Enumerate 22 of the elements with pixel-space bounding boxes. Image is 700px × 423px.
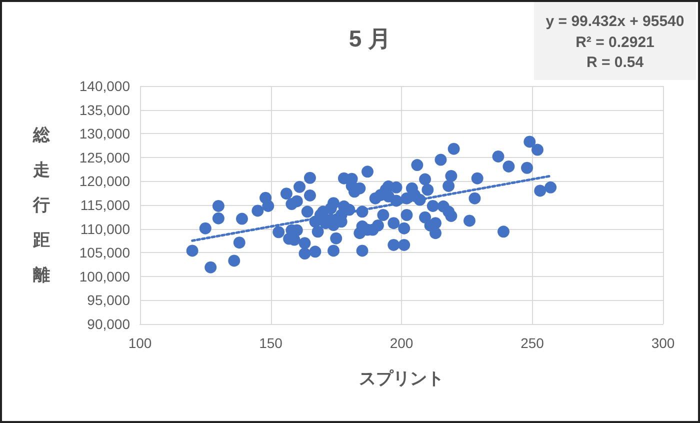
y-tick-label: 110,000 bbox=[80, 220, 130, 237]
y-axis-title: 総走行距離 bbox=[32, 126, 51, 284]
x-tick-label: 250 bbox=[520, 335, 544, 351]
text: R = 0.54 bbox=[585, 53, 645, 73]
x-tick-label: 200 bbox=[390, 335, 414, 351]
text: y = 99.432x + 95540 bbox=[544, 12, 686, 32]
y-tick-label: 95,000 bbox=[87, 292, 130, 308]
y-tick-label: 105,000 bbox=[79, 244, 130, 261]
y-tick-label: 100,000 bbox=[79, 268, 130, 284]
y-tick-label: 125,000 bbox=[79, 149, 130, 166]
x-tick-label: 150 bbox=[259, 335, 283, 351]
y-tick-label: 135,000 bbox=[79, 102, 130, 118]
y-tick-label: 115,000 bbox=[80, 197, 130, 213]
chart-title: 5 月 bbox=[348, 26, 392, 52]
y-tick-label: 90,000 bbox=[87, 316, 130, 332]
x-axis-title: スプリント bbox=[359, 369, 444, 388]
y-tick-label: 120,000 bbox=[79, 173, 130, 190]
y-tick-label: 130,000 bbox=[79, 126, 130, 142]
text: R² = 0.2921 bbox=[574, 32, 656, 52]
y-tick-label: 140,000 bbox=[79, 78, 130, 94]
x-tick-label: 100 bbox=[128, 335, 152, 351]
x-tick-label: 300 bbox=[651, 335, 675, 351]
